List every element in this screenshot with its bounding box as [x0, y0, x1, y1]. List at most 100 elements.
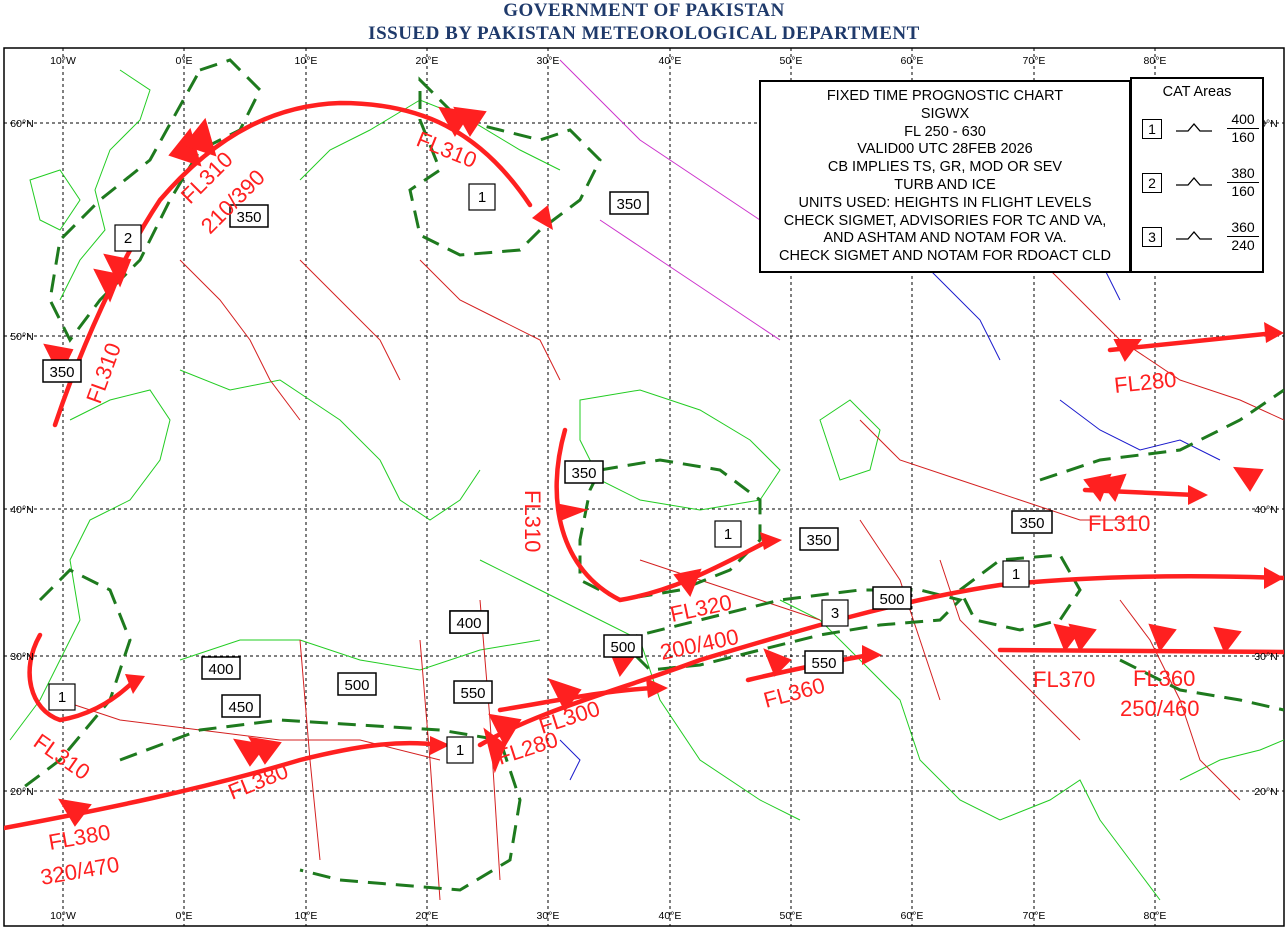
trop-box: 400 — [449, 610, 489, 634]
trop-box: 350 — [42, 359, 82, 383]
cat-legend-row: 1 400 160 — [1132, 111, 1262, 151]
jet-north-arc — [52, 100, 533, 428]
jet-label: FL370 — [1033, 667, 1095, 692]
cat-area-1-africa — [19, 568, 132, 792]
lon-label-top: 50°E — [780, 55, 803, 67]
trop-value: 500 — [879, 591, 904, 608]
lat-label-right: 40°N — [1254, 504, 1277, 516]
cat-area-1-pak — [958, 553, 1082, 632]
lon-label-top: 10°W — [50, 55, 76, 67]
trop-value: 500 — [344, 677, 369, 694]
trop-box: 350 — [564, 460, 604, 484]
cat-legend-num: 3 — [1142, 227, 1162, 247]
jet-label: FL360 — [1133, 666, 1195, 691]
jet-india — [997, 647, 1284, 655]
cat-legend: CAT Areas 1 400 160 2 380 160 3 360 240 — [1130, 77, 1264, 273]
chart-info-box: FIXED TIME PROGNOSTIC CHART SIGWX FL 250… — [759, 80, 1131, 273]
lon-label-top: 0°E — [175, 55, 192, 67]
lon-label-bottom: 50°E — [780, 910, 803, 922]
info-line: SIGWX — [920, 105, 970, 122]
turbulence-symbol-icon — [1176, 177, 1212, 186]
cat-marker: 2 — [114, 224, 142, 252]
lat-label-left: 20°N — [10, 786, 33, 798]
lon-label-top: 40°E — [659, 55, 682, 67]
lat-label-left: 60°N — [10, 118, 33, 130]
cat-legend-bottom: 240 — [1231, 237, 1255, 253]
trop-value: 550 — [460, 685, 485, 702]
lon-label-bottom: 10°E — [295, 910, 318, 922]
cat-area-3 — [617, 588, 963, 672]
cat-marker: 1 — [446, 736, 474, 764]
cat-area-east-south — [1119, 658, 1284, 712]
jet-siberia — [1107, 330, 1278, 353]
jet-med-arc — [554, 427, 773, 603]
lon-label-bottom: 70°E — [1023, 910, 1046, 922]
svg-text:1: 1 — [58, 689, 66, 706]
cat-legend-title: CAT Areas — [1162, 84, 1232, 100]
cat-legend-num: 2 — [1142, 173, 1162, 193]
info-line: TURB AND ICE — [894, 176, 996, 193]
jet-label: 250/460 — [1120, 696, 1200, 721]
trop-value: 400 — [456, 615, 481, 632]
trop-value: 350 — [616, 196, 641, 213]
lon-label-bottom: 20°E — [416, 910, 439, 922]
jet-label: FL310 — [1088, 511, 1150, 536]
lon-label-top: 30°E — [537, 55, 560, 67]
cat-legend-top: 360 — [1227, 219, 1259, 237]
cat-marker: 3 — [821, 599, 849, 627]
jet-streams — [4, 100, 1284, 831]
wind-barbs — [43, 106, 1264, 827]
trop-value: 550 — [811, 655, 836, 672]
jet-sahara — [497, 685, 658, 713]
cat-marker: 1 — [48, 683, 76, 711]
trop-box: 350 — [799, 527, 839, 551]
cat-legend-range: 400 160 — [1227, 111, 1259, 146]
lon-label-bottom: 60°E — [901, 910, 924, 922]
cat-marker: 1 — [468, 183, 496, 211]
trop-value: 350 — [806, 532, 831, 549]
header-government: GOVERNMENT OF PAKISTAN — [503, 0, 785, 21]
trop-box: 350 — [609, 191, 649, 215]
lon-label-bottom: 40°E — [659, 910, 682, 922]
info-line: VALID00 UTC 28FEB 2026 — [857, 141, 1033, 158]
info-line: CHECK SIGMET AND NOTAM FOR RDOACT CLD — [779, 248, 1111, 265]
jet-subtropical-africa — [477, 574, 1284, 748]
trop-box: 350 — [1011, 510, 1053, 534]
trop-value: 350 — [236, 209, 261, 226]
lon-label-top: 80°E — [1144, 55, 1167, 67]
trop-value: 400 — [208, 661, 233, 678]
svg-text:3: 3 — [831, 605, 839, 622]
cat-legend-row: 3 360 240 — [1132, 219, 1262, 259]
trop-box: 500 — [603, 634, 643, 658]
admin-borders — [559, 59, 781, 341]
trop-box: 450 — [221, 694, 261, 718]
cat-legend-num: 1 — [1142, 119, 1162, 139]
cat-marker: 1 — [714, 520, 742, 548]
trop-value: 500 — [610, 639, 635, 656]
cat-legend-bottom: 160 — [1231, 183, 1255, 199]
lon-label-top: 20°E — [416, 55, 439, 67]
lat-label-left: 50°N — [10, 331, 33, 343]
trop-value: 450 — [228, 699, 253, 716]
turbulence-symbol-icon — [1176, 231, 1212, 240]
info-line: AND ASHTAM AND NOTAM FOR VA. — [823, 230, 1067, 247]
cat-marker: 1 — [1002, 560, 1030, 588]
trop-value: 350 — [571, 465, 596, 482]
trop-box: 550 — [453, 680, 493, 704]
lat-label-left: 40°N — [10, 504, 33, 516]
info-line: FL 250 - 630 — [904, 123, 986, 140]
lon-label-bottom: 0°E — [175, 910, 192, 922]
header-issuer: ISSUED BY PAKISTAN METEOROLOGICAL DEPART… — [368, 23, 920, 44]
jet-morocco — [27, 632, 138, 723]
svg-text:1: 1 — [1012, 566, 1020, 583]
country-borders — [59, 259, 1284, 901]
lat-label-right: 20°N — [1254, 786, 1277, 798]
cat-legend-top: 380 — [1227, 165, 1259, 183]
trop-box: 500 — [872, 586, 912, 610]
trop-value: 350 — [49, 364, 74, 381]
svg-text:1: 1 — [478, 189, 486, 206]
lon-label-bottom: 10°W — [50, 910, 76, 922]
svg-text:1: 1 — [456, 742, 464, 759]
cat-legend-bottom: 160 — [1231, 129, 1255, 145]
cat-area-east — [1039, 388, 1284, 482]
